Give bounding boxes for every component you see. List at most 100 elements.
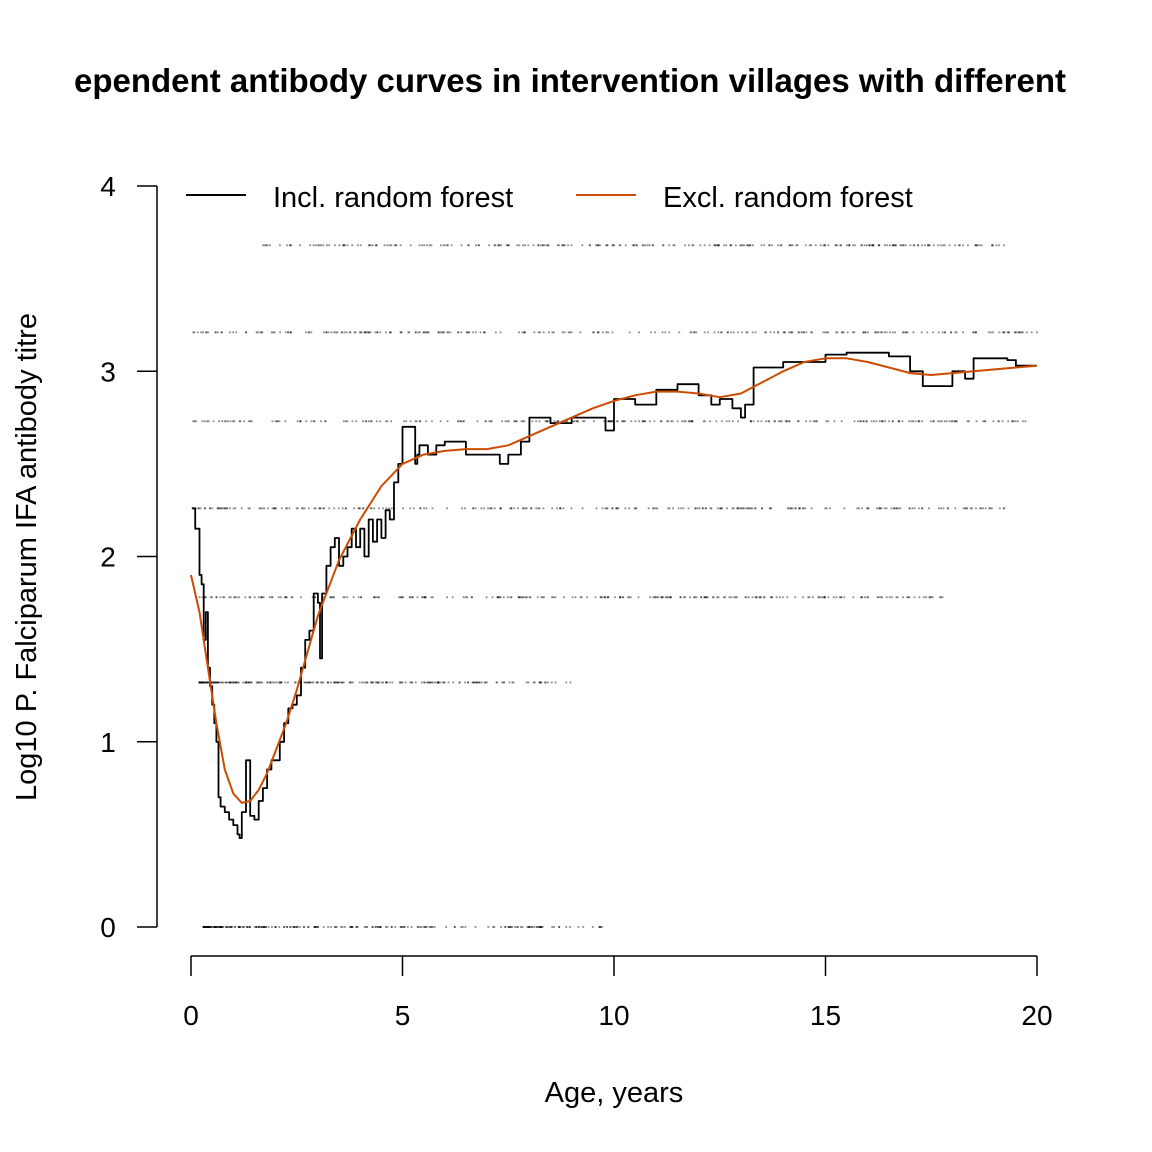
data-point	[633, 244, 635, 247]
data-point	[607, 596, 610, 599]
data-point	[477, 244, 480, 247]
data-point	[992, 420, 995, 423]
data-point	[631, 244, 634, 247]
data-point	[437, 681, 440, 684]
data-point	[974, 331, 977, 334]
data-point	[705, 596, 708, 599]
data-point	[984, 420, 987, 423]
data-point	[278, 420, 281, 423]
data-point	[270, 596, 273, 599]
data-point	[708, 244, 711, 247]
data-point	[205, 681, 208, 684]
data-point	[693, 331, 696, 334]
data-point	[852, 244, 854, 247]
data-point	[570, 244, 573, 247]
data-point	[496, 596, 499, 599]
data-point	[542, 507, 545, 510]
data-point	[285, 596, 288, 599]
data-point	[703, 420, 706, 423]
data-point	[908, 507, 911, 510]
data-point	[709, 420, 711, 423]
data-point	[286, 681, 289, 684]
data-point	[892, 244, 895, 247]
data-point	[768, 420, 771, 423]
data-point	[203, 681, 206, 684]
data-point	[537, 244, 540, 247]
data-point	[552, 596, 555, 599]
data-point	[688, 420, 691, 423]
data-point	[878, 507, 880, 510]
data-point	[908, 507, 911, 510]
data-point	[823, 596, 826, 599]
data-point	[715, 244, 718, 247]
data-point	[532, 681, 535, 684]
data-point	[905, 331, 908, 334]
data-point	[917, 244, 920, 247]
data-point	[206, 681, 209, 684]
data-point	[790, 244, 793, 247]
data-point	[230, 926, 233, 928]
data-point	[280, 681, 283, 684]
data-point	[379, 331, 382, 334]
data-point	[349, 681, 352, 684]
data-point	[276, 420, 279, 423]
data-point	[922, 596, 925, 599]
data-point	[370, 420, 373, 423]
data-point	[229, 420, 232, 423]
data-point	[381, 681, 383, 684]
data-point	[892, 244, 894, 247]
data-point	[539, 926, 542, 928]
data-point	[484, 681, 487, 684]
data-point	[664, 331, 667, 334]
data-point	[522, 507, 525, 510]
data-point	[274, 926, 277, 928]
data-point	[479, 331, 482, 334]
data-point	[984, 420, 986, 423]
data-point	[904, 331, 907, 334]
data-point	[790, 331, 793, 334]
data-point	[630, 420, 633, 423]
data-point	[402, 596, 405, 599]
data-point	[749, 420, 752, 423]
data-point	[879, 596, 882, 599]
data-point	[207, 926, 210, 928]
data-point	[899, 244, 902, 247]
data-point	[540, 596, 543, 599]
data-point	[342, 681, 345, 684]
data-point	[379, 926, 382, 928]
data-point	[817, 596, 820, 599]
data-point	[266, 244, 269, 247]
data-point	[789, 507, 792, 510]
data-point	[198, 681, 201, 684]
data-point	[582, 926, 585, 928]
data-point	[1003, 244, 1005, 247]
data-point	[570, 507, 573, 510]
data-point	[445, 926, 447, 928]
data-point	[461, 926, 464, 928]
data-point	[257, 681, 260, 684]
data-point	[359, 507, 361, 510]
data-point	[543, 244, 546, 247]
data-point	[205, 596, 207, 599]
data-point	[539, 331, 542, 334]
data-point	[976, 244, 979, 247]
data-point	[841, 331, 843, 334]
data-point	[700, 596, 703, 599]
data-point	[940, 507, 942, 510]
data-point	[635, 507, 638, 510]
data-point	[437, 681, 440, 684]
data-point	[458, 681, 461, 684]
data-point	[736, 507, 739, 510]
data-point	[791, 244, 794, 247]
data-point	[295, 926, 298, 928]
data-point	[245, 331, 248, 334]
data-point	[298, 926, 301, 928]
data-point	[928, 596, 931, 599]
data-point	[273, 331, 276, 334]
data-point	[261, 331, 264, 334]
data-point	[731, 507, 734, 510]
data-point	[215, 681, 218, 684]
data-point	[305, 331, 307, 334]
data-point	[400, 331, 403, 334]
data-point	[301, 507, 303, 510]
